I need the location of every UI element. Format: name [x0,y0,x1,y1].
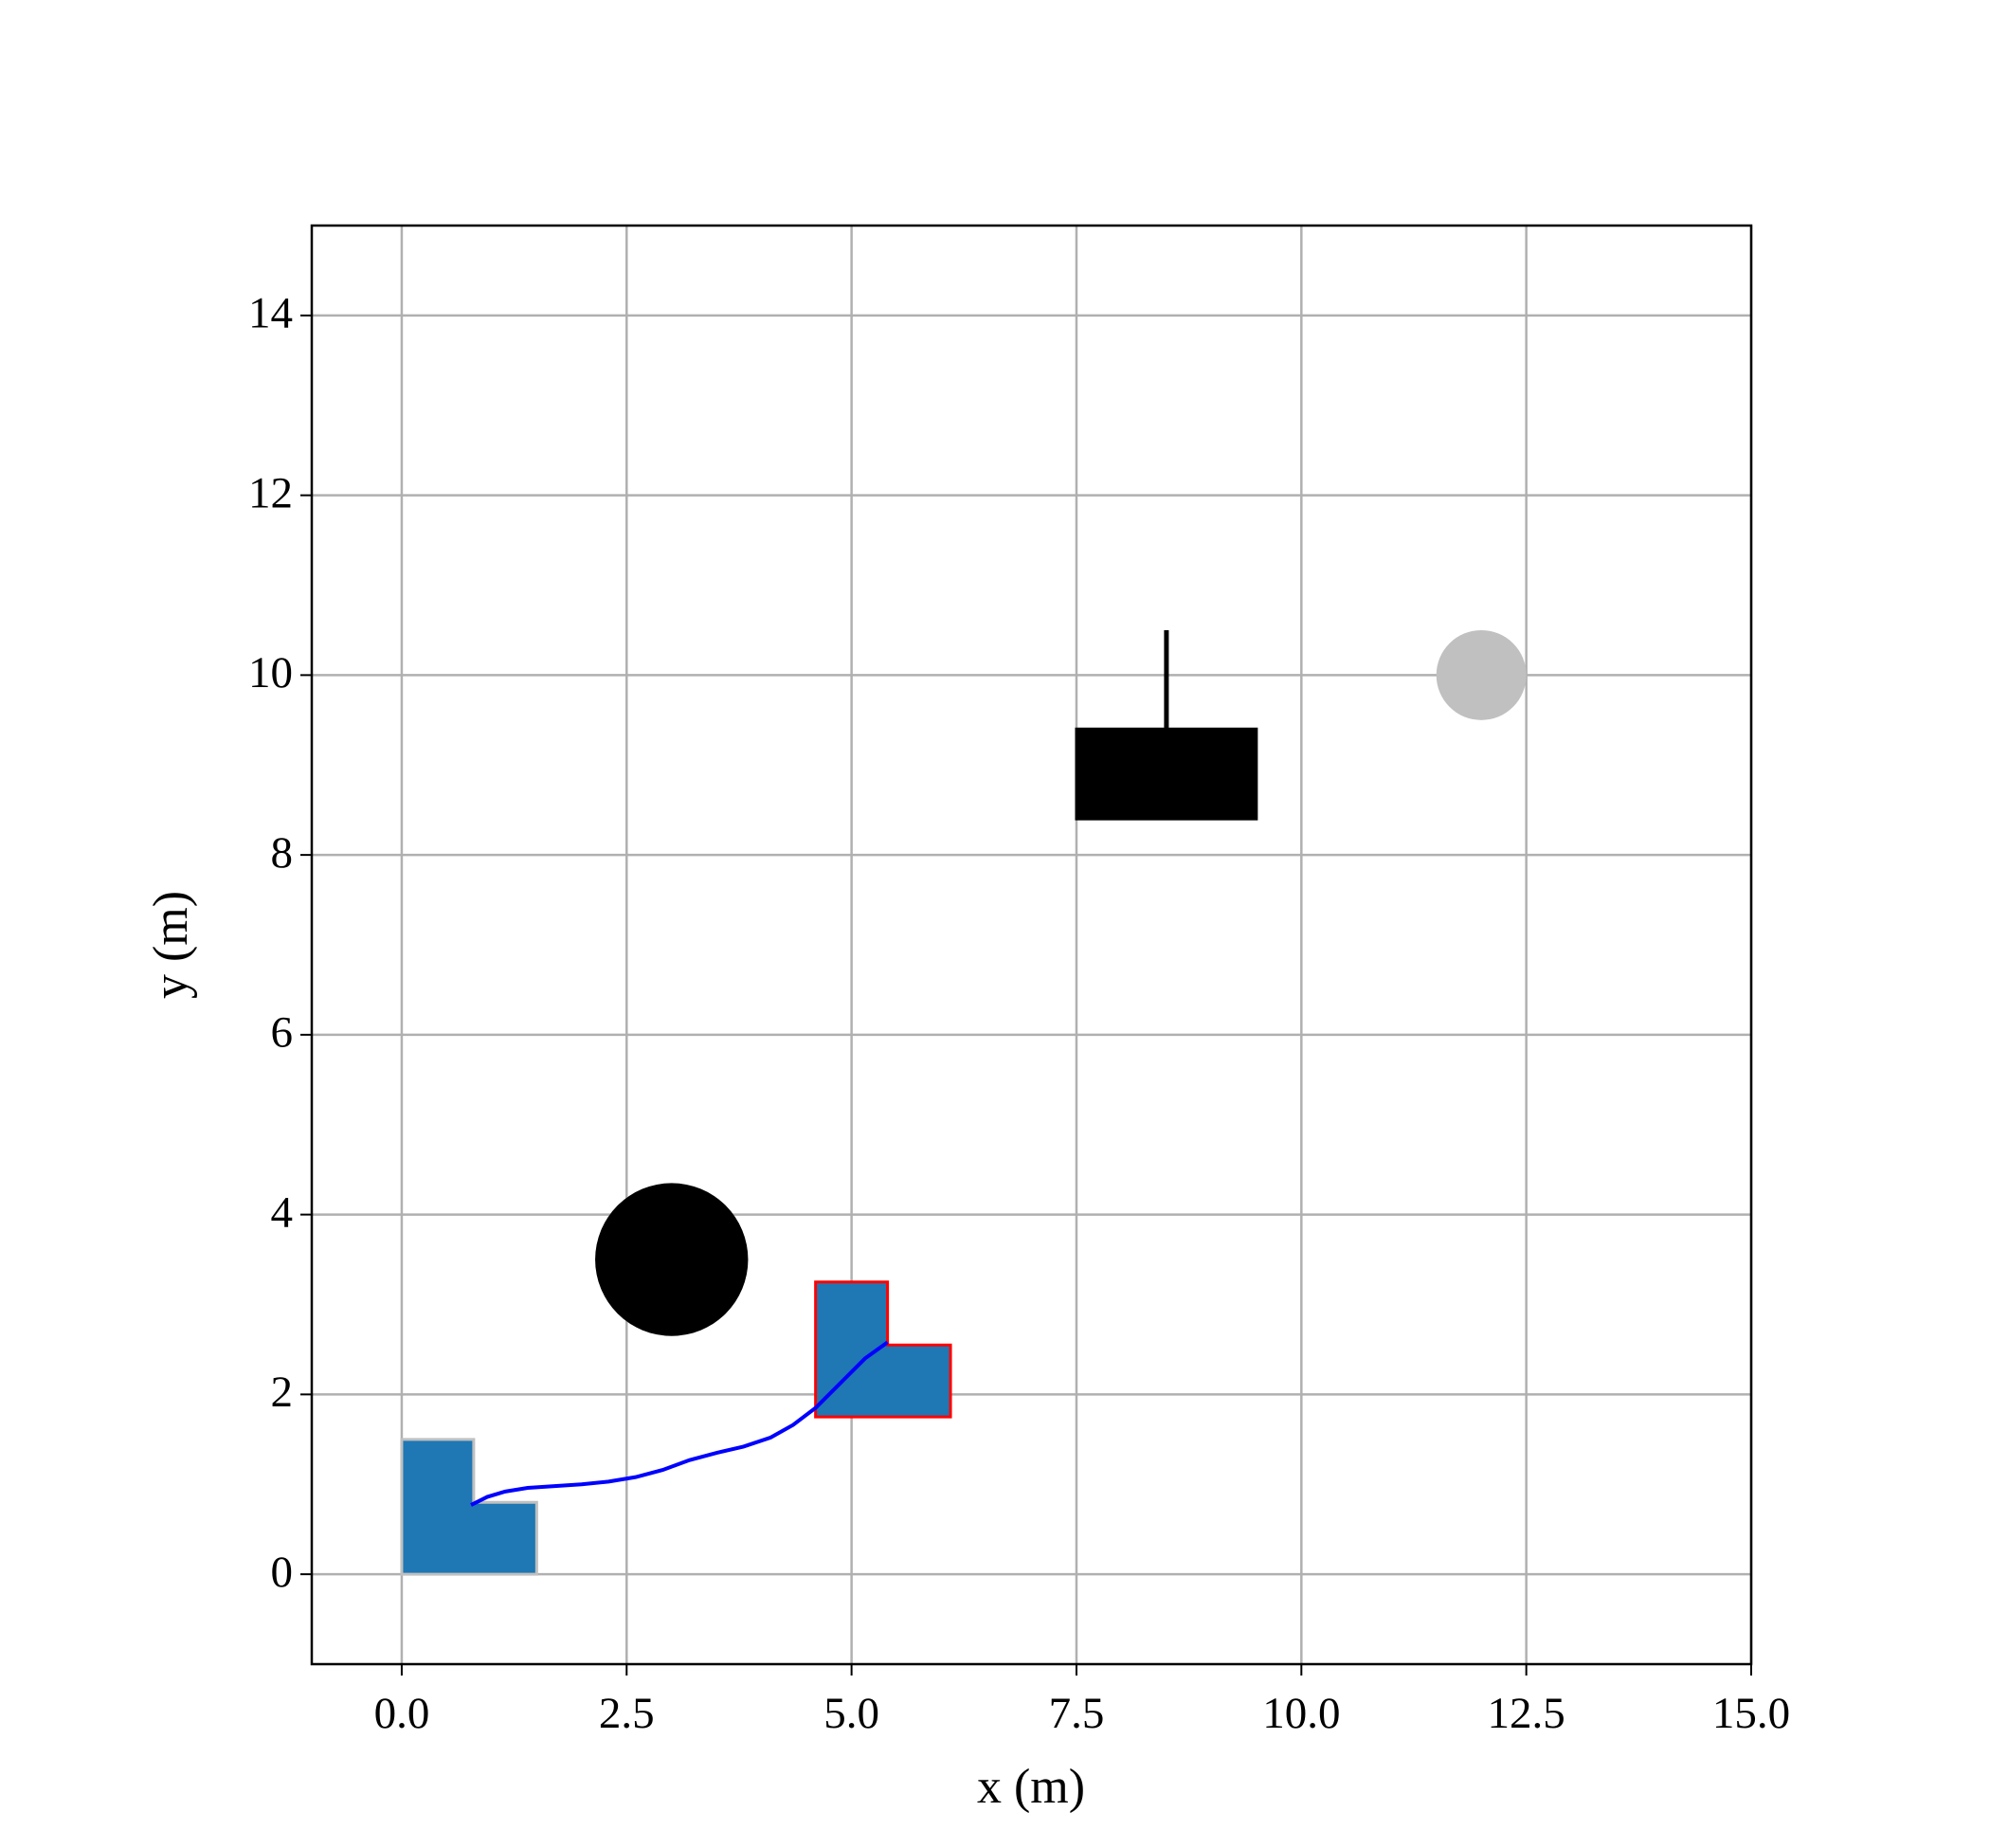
obstacle-circle [1436,629,1527,720]
x-tick-label: 12.5 [1488,1689,1565,1738]
x-tick-label: 2.5 [599,1689,655,1738]
x-tick-label: 10.0 [1262,1689,1340,1738]
x-axis-label: x (m) [977,1760,1085,1814]
obstacle-polygon [400,1438,538,1576]
trajectory-line [470,1340,889,1507]
y-tick-label: 6 [271,1008,294,1058]
x-tick-label: 7.5 [1049,1689,1105,1738]
y-axis-label: y (m) [144,891,198,999]
y-tick-label: 14 [248,289,293,338]
x-tick-label: 15.0 [1712,1689,1790,1738]
x-tick-label: 0.0 [374,1689,430,1738]
y-tick-label: 0 [271,1548,294,1597]
y-tick-label: 12 [248,468,293,517]
obstacle-polygon [1075,727,1258,821]
y-tick-label: 8 [271,828,294,878]
y-tick-label: 2 [271,1368,294,1417]
y-tick-label: 10 [248,648,293,698]
obstacle-polygon [814,1280,952,1419]
obstacle-circle [595,1183,749,1336]
plot-frame [310,224,1753,1666]
y-tick-label: 4 [271,1187,294,1237]
x-tick-label: 5.0 [823,1689,879,1738]
